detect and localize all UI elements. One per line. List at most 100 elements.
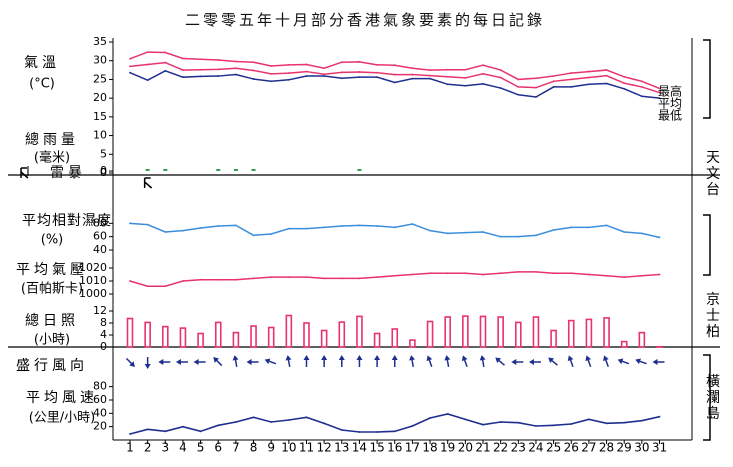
temperature-point-0 [129,57,131,60]
humidity-point [146,223,149,226]
wind-arrow-head [356,355,363,360]
wind-direction-arrow [461,355,468,367]
humidity-point [482,231,484,233]
wind-arrow-head [652,359,658,365]
thunderstorm-icon [143,177,153,189]
temperature-point-2 [393,81,396,84]
wind-speed-point [393,430,396,433]
temperature-point-0 [640,80,643,83]
wind-speed-point [640,419,643,422]
wind-arrow-head [426,355,433,362]
station-label-waglan-char: 橫 [706,374,720,390]
wind-direction-arrow [374,355,381,367]
humidity-point [517,235,520,238]
temperature-point-0 [517,78,520,81]
temperature-point-2 [270,80,273,83]
x-tick-label: 15 [369,441,384,455]
x-tick-label: 17 [405,441,420,455]
temperature-point-1 [552,80,555,83]
temperature-unit: (°C) [29,77,55,92]
humidity-point [411,223,414,225]
pressure-point [305,276,308,278]
wind-direction-arrow [356,355,363,367]
pressure-point [217,278,220,281]
wind_speed-y-tick-label: 40 [93,406,107,419]
wind-arrow-head [479,355,486,361]
pressure-point [446,272,449,275]
temperature-point-1 [658,91,661,94]
temperature-point-2 [252,78,255,80]
humidity-point [358,224,361,227]
sunshine-bar [585,318,593,348]
pressure-unit: (百帕斯卡) [21,282,83,297]
humidity-point [340,225,343,227]
temperature-point-2 [623,87,626,90]
wind-direction-arrow [285,355,292,368]
temperature-point-1 [323,73,326,76]
humidity-y-tick-label: 40 [93,243,107,256]
wind-speed-point [499,421,502,423]
humidity-point [446,232,449,235]
pressure-point [411,273,414,276]
humidity-point [182,229,184,232]
wind-arrow-head [129,361,135,367]
temperature-point-0 [287,63,290,66]
humidity-point [588,226,590,229]
wind-speed-point [623,421,626,424]
pressure-point [358,277,361,280]
wind-arrow-head [461,355,468,362]
pressure-point [235,278,237,281]
temperature-point-1 [305,70,308,73]
wind-direction-arrow [548,357,558,366]
sunshine-bar [285,314,293,348]
wind-speed-point [358,431,361,433]
x-tick-label: 12 [317,441,332,455]
sunshine-label: 總日照 [25,312,79,329]
temperature-point-2 [182,76,184,79]
x-tick-label: 30 [634,441,649,455]
wind-arrow-head [635,358,641,365]
temperature-point-1 [164,61,167,64]
temperature-point-1 [411,73,414,76]
wind-speed-point [323,422,326,425]
wind-direction-arrow [175,359,188,365]
pressure-point [623,276,626,278]
sunshine-bar [373,332,381,348]
humidity-point [270,233,273,235]
rainfall-y-tick-label: 0 [100,164,107,177]
station-bracket-waglan [703,354,711,441]
wind_speed-y-tick-label: 20 [93,420,107,433]
humidity-y-tick-label: 60 [93,230,107,243]
wind-direction-arrow [303,355,310,367]
pressure-point [252,277,255,280]
x-tick-label: 19 [440,441,455,455]
x-tick-label: 26 [564,441,579,455]
sunshine-bar [267,326,275,348]
wind-arrow-head [617,358,624,365]
temperature-point-0 [658,87,661,90]
pressure-point [605,274,608,277]
temperature-point-2 [305,75,308,77]
temperature-point-1 [640,86,643,88]
wind-direction-arrow [603,355,609,367]
wind-arrow-head [444,355,451,361]
temperature-point-0 [217,59,220,61]
sunshine-bar [638,331,646,348]
x-tick-label: 22 [493,441,508,455]
x-tick-label: 14 [352,441,367,455]
x-tick-label: 9 [267,441,275,455]
temperature-point-2 [217,75,220,77]
temperature-point-1 [129,65,131,68]
temperature-y-tick-label: 25 [93,72,107,85]
wind-speed-point [429,417,431,419]
wind-speed-point [517,421,520,424]
thunderstorm-legend-icon [20,167,29,179]
wind-arrow-head [374,355,381,360]
pressure-point [499,272,502,275]
humidity-point [499,235,502,238]
pressure-point [199,278,202,281]
x-tick-label: 28 [599,441,614,455]
humidity-point [199,227,202,229]
wind-arrow-head [391,355,398,360]
temperature-point-0 [605,69,608,71]
